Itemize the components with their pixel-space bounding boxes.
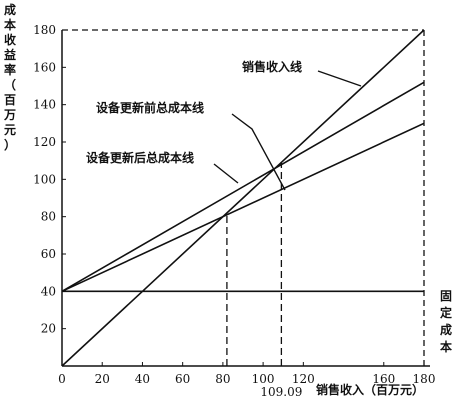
y-tick-label: 120 [33, 135, 56, 149]
y-axis-label-char: 本 [4, 17, 16, 32]
y-axis-label-char: ） [4, 137, 16, 152]
y-tick-label: 140 [33, 98, 56, 112]
cost-after-label: 设备更新后总成本线 [86, 150, 194, 165]
revenue-leader-line [317, 70, 362, 87]
y-tick-label: 100 [33, 172, 56, 186]
x-axis-label: 销售收入（百万元） [316, 382, 424, 397]
x-tick-109-09: 109.09 [260, 385, 302, 399]
fixed-cost-label-char: 定 [440, 305, 452, 320]
y-axis-label-char: 收 [4, 32, 16, 47]
x-tick-label: 40 [135, 372, 150, 386]
y-tick-label: 180 [33, 23, 56, 37]
y-tick-label: 80 [41, 210, 56, 224]
y-tick-label: 40 [41, 284, 56, 298]
y-tick-label: 20 [41, 322, 56, 336]
y-axis-label-char: （ [4, 77, 16, 92]
y-axis-label-char: 成 [4, 2, 16, 17]
y-tick-label: 160 [33, 60, 56, 74]
y-axis-label-char: 百 [4, 93, 16, 107]
y-tick-label: 60 [41, 247, 56, 261]
y-axis-label-char: 率 [4, 62, 16, 77]
fixed-cost-label-char: 成 [440, 322, 452, 337]
y-axis-label-char: 元 [4, 123, 16, 137]
revenue-line [61, 29, 425, 367]
x-tick-label: 120 [292, 372, 315, 386]
revenue-line-label: 销售收入线 [242, 59, 302, 74]
fixed-cost-label-char: 本 [440, 339, 452, 354]
x-tick-label: 80 [215, 372, 230, 386]
x-tick-label: 160 [372, 372, 395, 386]
y-axis-label-char: 万 [3, 108, 16, 122]
cost-before-line [61, 81, 425, 293]
fixed-cost-label-char: 固 [440, 289, 452, 303]
x-tick-label: 20 [95, 372, 110, 386]
x-tick-label: 180 [413, 372, 436, 386]
x-tick-label: 60 [175, 372, 190, 386]
cost-before-label: 设备更新前总成本线 [96, 100, 204, 115]
y-axis-label-char: 益 [4, 47, 16, 62]
cost-after-line [61, 122, 425, 293]
x-tick-label: 0 [58, 372, 66, 386]
cost-after-leader-line [213, 163, 239, 184]
x-tick-label: 100 [252, 372, 275, 386]
